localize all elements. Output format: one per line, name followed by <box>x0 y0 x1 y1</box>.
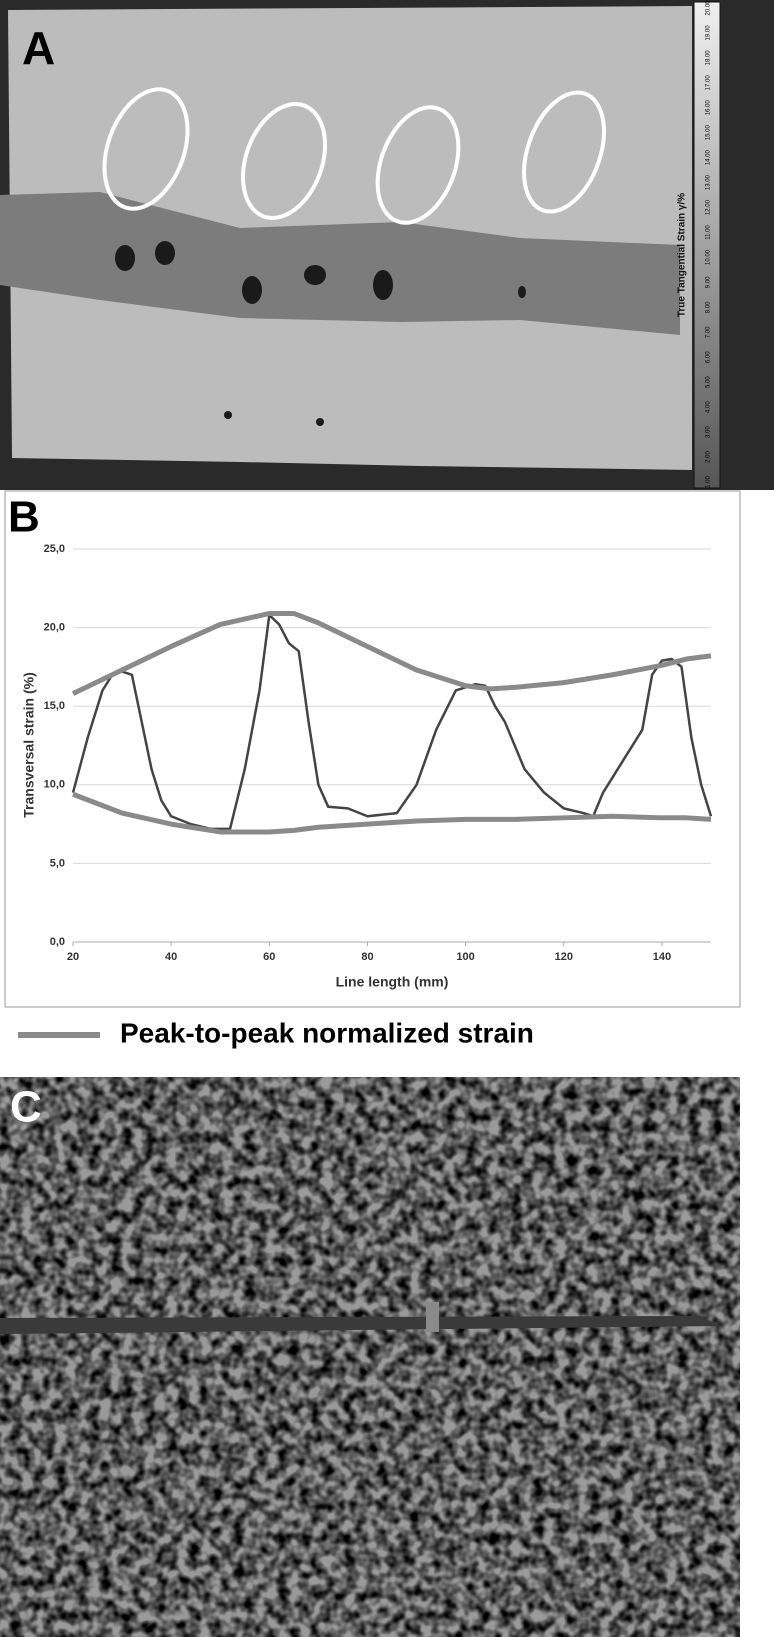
x-tick-label: 20 <box>67 951 79 963</box>
colorbar-tick-label: 19.00 <box>706 25 712 41</box>
colorbar-tick-label: 18.00 <box>706 50 712 66</box>
colorbar-tick-label: 20.00 <box>706 0 712 16</box>
colorbar-tick-label: 2.00 <box>706 451 712 463</box>
y-tick-label: 10,0 <box>44 779 65 791</box>
y-tick-label: 5,0 <box>50 857 65 869</box>
colorbar-tick-label: 15.00 <box>706 125 712 141</box>
series-line <box>71 613 713 831</box>
colorbar-tick-label: 13.00 <box>706 174 712 190</box>
series-line <box>71 610 712 696</box>
panel-label: B <box>8 493 40 542</box>
x-tick-label: 140 <box>653 951 671 963</box>
colorbar-tick-label: 14.00 <box>706 150 712 166</box>
ellipse-marks <box>102 87 606 225</box>
colorbar-tick-label: 9.00 <box>706 276 712 288</box>
x-tick-label: 100 <box>456 951 474 963</box>
colorbar-tick-label: 8.00 <box>706 301 712 313</box>
colorbar <box>693 1 721 489</box>
colorbar-tick-label: 11.00 <box>706 225 712 240</box>
y-tick-label: 0,0 <box>50 936 65 948</box>
pores <box>115 241 526 426</box>
colorbar-tick-label: 5.00 <box>706 376 712 388</box>
colorbar-label: True Tangential Strain γ/% <box>677 193 688 317</box>
colorbar-tick-label: 16.00 <box>706 100 712 116</box>
colorbar-tick-label: 1.00 <box>706 476 712 488</box>
series-line <box>72 791 712 835</box>
y-axis-title: Transversal strain (%) <box>21 672 37 818</box>
legend-label: Peak-to-peak normalized strain <box>120 1017 534 1048</box>
y-tick-label: 20,0 <box>44 622 65 634</box>
y-tick-label: 15,0 <box>44 700 65 712</box>
colorbar-tick-label: 17.00 <box>706 75 712 91</box>
colorbar-tick-label: 3.00 <box>706 426 712 438</box>
colorbar-tick-label: 12.00 <box>706 199 712 215</box>
marker <box>426 1302 439 1332</box>
y-tick-label: 25,0 <box>44 543 65 555</box>
crack <box>0 1316 720 1334</box>
x-tick-label: 60 <box>263 951 275 963</box>
panel-a: True Tangential Strain γ/% 20.00 19.00 18.… <box>0 0 774 490</box>
weld-band <box>0 192 680 335</box>
colorbar-ticks: 20.00 19.00 18.00 17.00 16.00 15.00 14.00 13.00… <box>706 0 712 488</box>
chart-frame <box>4 490 741 1008</box>
colorbar-tick-label: 6.00 <box>706 351 712 363</box>
panel-label: C <box>10 1083 42 1132</box>
panel-label: A <box>22 22 55 74</box>
colorbar-tick-label: 10.00 <box>706 249 712 265</box>
colorbar-tick-label: 4.00 <box>706 401 712 413</box>
x-tick-label: 120 <box>555 951 573 963</box>
x-axis-title: Line length (mm) <box>336 974 449 990</box>
legend: Peak-to-peak normalized strain <box>18 1017 534 1048</box>
x-tick-label: 40 <box>165 951 177 963</box>
panel-b: B Line length (mm) Transversal strain (%… <box>4 490 741 1048</box>
speckle-pattern <box>0 1077 740 1637</box>
panel-c: C <box>0 1077 740 1637</box>
colorbar-tick-label: 7.00 <box>706 326 712 338</box>
x-tick-label: 80 <box>361 951 373 963</box>
